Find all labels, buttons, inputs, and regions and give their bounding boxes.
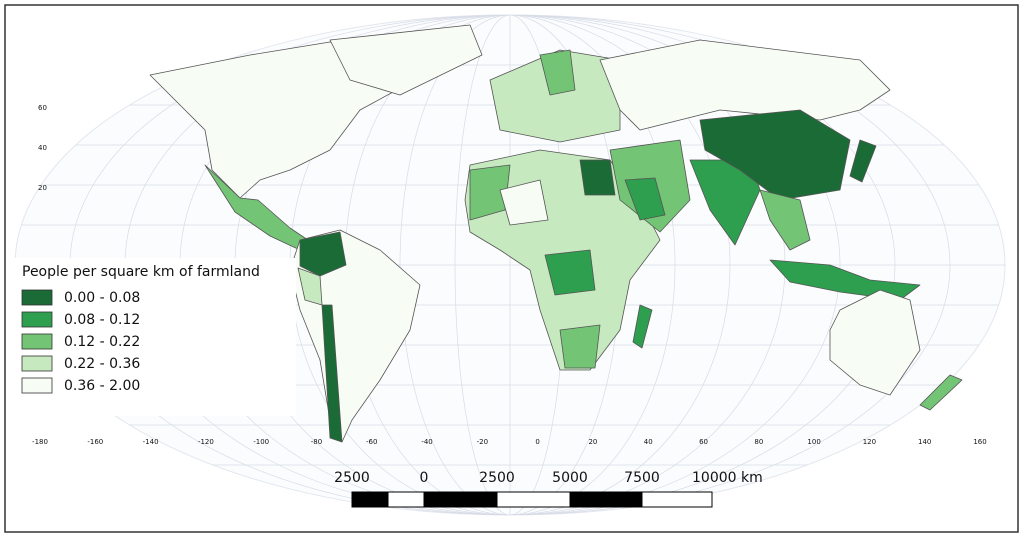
graticule-labels: 60 40 20 -180 -160 -140 -120 -100 -80 -60 -40 -20 0 2… [32,104,987,446]
lon-label: 100 [807,438,820,446]
congo [544,249,596,296]
south-africa [559,324,601,369]
scale-segment [569,491,643,508]
indonesia [769,259,921,301]
new-zealand [919,374,963,411]
legend-label: 0.22 - 0.36 [64,356,140,372]
lon-label: -20 [477,438,488,446]
lat-label: 60 [38,104,47,112]
scale-segment [387,491,425,508]
lon-label: -140 [143,438,159,446]
scale-label: 2500 [479,470,515,486]
lat-label: 20 [38,184,47,192]
arabia [624,177,666,221]
legend-title: People per square km of farmland [22,264,260,280]
legend-label: 0.08 - 0.12 [64,312,140,328]
south-america [289,229,421,443]
lon-label: 160 [973,438,986,446]
lon-label: -100 [253,438,269,446]
lon-label: 60 [699,438,708,446]
legend-swatch [21,289,53,306]
lon-label: 120 [863,438,876,446]
australia [829,289,921,396]
scale-segment [641,491,713,508]
japan [849,139,877,183]
lon-label: -80 [311,438,322,446]
lat-label: 40 [38,144,47,152]
southeast-asia [759,189,811,251]
legend: People per square km of farmland 0.00 - 0… [21,264,260,394]
chile [321,304,343,443]
legend-swatch [21,355,53,372]
russia [599,39,891,131]
lon-label: 20 [588,438,597,446]
legend-panel [14,258,296,416]
legend-label: 0.36 - 2.00 [64,378,140,394]
legend-label: 0.00 - 0.08 [64,290,140,306]
greenland [329,24,483,96]
legend-swatch [21,333,53,350]
china [699,109,851,201]
lon-label: -60 [366,438,377,446]
legend-label: 0.12 - 0.22 [64,334,140,350]
legend-swatch [21,377,53,394]
scale-segment [351,491,389,508]
egypt [579,159,616,196]
scale-label: 2500 [334,470,370,486]
scale-segment [423,491,498,508]
europe [489,49,621,143]
scale-segment [496,491,571,508]
lon-label: 140 [918,438,931,446]
lon-label: 80 [754,438,763,446]
legend-swatch [21,311,53,328]
lon-label: 40 [644,438,653,446]
lon-label: -120 [198,438,214,446]
north-africa-west [469,164,511,221]
scale-label: 10000 km [692,470,763,486]
scale-label: 0 [420,470,429,486]
countries [149,24,963,443]
lon-label: 0 [535,438,539,446]
scandinavia [539,49,576,96]
colombia [299,231,347,277]
lon-label: -40 [421,438,432,446]
sahel [499,179,549,226]
madagascar [632,304,653,349]
scale-label: 5000 [552,470,588,486]
scale-bar: 2500 0 2500 5000 7500 10000 km [334,470,763,508]
lon-label: -160 [87,438,103,446]
lon-label: -180 [32,438,48,446]
scale-label: 7500 [624,470,660,486]
